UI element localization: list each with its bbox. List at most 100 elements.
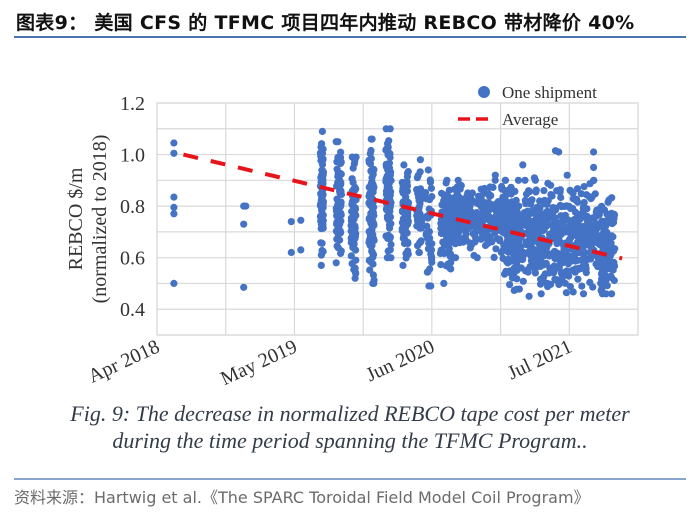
data-point: [416, 156, 424, 164]
data-point: [495, 235, 504, 243]
data-point: [514, 239, 523, 247]
data-point: [367, 219, 375, 227]
data-point: [478, 227, 486, 235]
data-point: [528, 196, 536, 204]
data-point: [400, 161, 408, 169]
caption-line-1: Fig. 9: The decrease in normalized REBCO…: [70, 401, 630, 426]
data-point: [504, 255, 512, 263]
data-point: [401, 178, 409, 186]
data-point: [488, 238, 496, 246]
data-point: [336, 157, 344, 166]
data-point: [521, 176, 529, 184]
data-point: [569, 189, 577, 197]
data-point: [170, 203, 178, 211]
data-point: [462, 207, 470, 215]
data-point: [404, 238, 412, 246]
scatter-chart: 1.2 1.0 0.8 0.6 0.4 Apr 2018 May 2019 Jun 2020…: [65, 83, 639, 390]
data-point: [427, 250, 435, 258]
data-point: [337, 187, 345, 195]
data-point: [600, 228, 608, 236]
data-point: [464, 189, 472, 197]
data-point: [445, 186, 453, 194]
data-point: [479, 207, 487, 215]
data-point: [426, 178, 435, 186]
data-point: [318, 211, 326, 219]
data-point: [558, 257, 567, 265]
data-point: [400, 208, 408, 216]
data-point: [558, 224, 566, 232]
data-point: [454, 176, 462, 184]
data-point: [542, 244, 550, 252]
data-point: [530, 174, 539, 182]
y-axis-label-sub: (normalized to 2018): [89, 135, 111, 304]
data-point: [600, 278, 608, 286]
data-point: [384, 192, 392, 200]
data-point: [607, 239, 615, 247]
data-point: [501, 222, 509, 230]
data-point: [570, 251, 578, 259]
data-point: [531, 269, 540, 277]
caption-line-2: during the time period spanning the TFMC…: [112, 428, 588, 453]
data-point: [528, 224, 536, 232]
data-point: [526, 188, 534, 196]
data-point: [490, 253, 498, 261]
data-point: [586, 180, 594, 188]
data-point: [369, 181, 377, 189]
data-point: [337, 211, 345, 219]
data-point: [566, 283, 575, 291]
data-point: [422, 195, 430, 203]
data-point: [404, 250, 412, 258]
data-point: [603, 217, 611, 225]
y-tick-label: 0.8: [120, 196, 145, 218]
x-tick-label: Jun 2020: [363, 336, 438, 387]
y-tick-label: 1.2: [120, 93, 145, 115]
data-point: [333, 235, 341, 243]
data-point: [437, 261, 445, 269]
data-point: [529, 206, 537, 214]
y-tick-label: 0.4: [120, 299, 145, 321]
data-point: [387, 240, 395, 249]
data-point: [555, 148, 563, 156]
data-point: [347, 252, 355, 260]
y-tick-label: 1.0: [120, 145, 145, 167]
data-point: [242, 202, 250, 210]
data-point: [486, 183, 494, 191]
data-point: [386, 233, 394, 241]
data-point: [562, 289, 571, 297]
data-point: [350, 160, 358, 168]
data-point: [352, 153, 360, 161]
data-point: [170, 279, 178, 287]
title-bar: 图表9： 美国 CFS 的 TFMC 项目四年内推动 REBCO 带材降价 40…: [14, 4, 686, 38]
data-point: [428, 258, 436, 266]
x-tick-label: Apr 2018: [85, 336, 163, 388]
data-point: [334, 178, 342, 186]
data-point: [450, 254, 458, 262]
data-point: [519, 277, 527, 285]
data-point: [370, 165, 378, 174]
data-point: [608, 194, 616, 202]
data-point: [559, 218, 567, 226]
data-point: [589, 283, 597, 291]
data-point: [507, 217, 515, 225]
data-point: [386, 246, 394, 254]
data-point: [523, 266, 532, 274]
data-point: [425, 228, 433, 236]
data-point: [507, 199, 515, 207]
data-point: [557, 212, 565, 220]
data-point: [522, 200, 530, 208]
data-point: [424, 166, 432, 174]
source-note: 资料来源：Hartwig et al.《The SPARC Toroidal F…: [14, 488, 590, 507]
data-point: [170, 210, 178, 218]
x-tick-labels: Apr 2018 May 2019 Jun 2020 Jul 2021: [85, 336, 576, 390]
data-point: [559, 273, 567, 281]
data-point: [318, 175, 327, 183]
data-point: [601, 256, 609, 264]
data-point: [592, 235, 600, 243]
data-point: [317, 143, 325, 151]
data-point: [569, 195, 577, 203]
data-point: [600, 273, 609, 281]
data-point: [368, 248, 376, 256]
data-point: [443, 176, 451, 184]
data-point: [500, 229, 508, 237]
data-point: [414, 242, 422, 250]
